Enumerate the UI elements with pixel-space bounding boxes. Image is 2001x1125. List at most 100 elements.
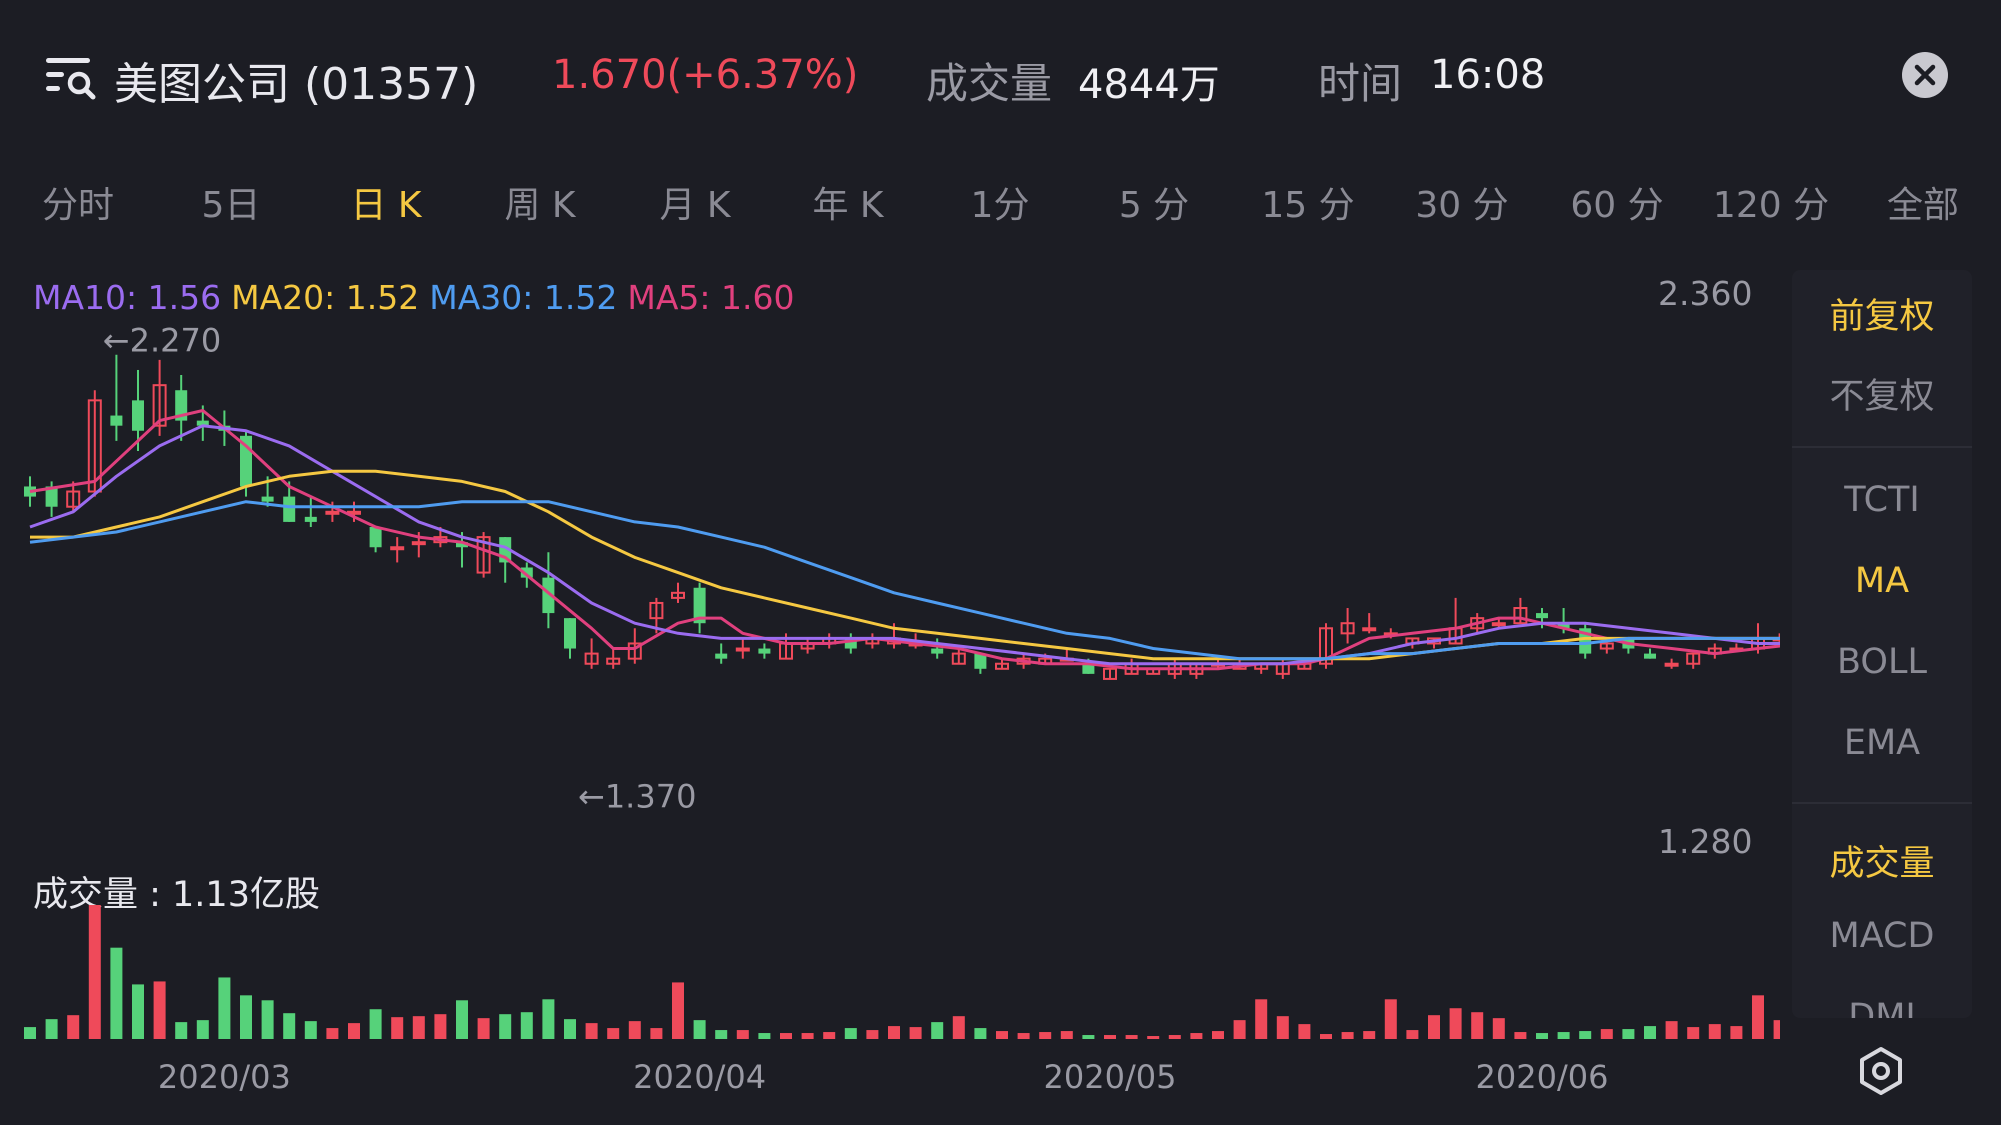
candle-body [369, 526, 382, 548]
extreme-annotation: ←1.370 [578, 777, 696, 815]
tab-0[interactable]: 分时 [41, 185, 115, 226]
candle-body [995, 662, 1009, 670]
volume-bar [218, 977, 231, 1039]
tab-6[interactable]: 1分 [970, 185, 1030, 226]
ma-legend: MA10: 1.56 MA20: 1.52 MA30: 1.52 MA5: 1.60 [33, 278, 805, 317]
volume-bar [1514, 1032, 1527, 1039]
side-divider [1792, 446, 1972, 448]
volume-bar [1471, 1012, 1484, 1039]
volume-bar [520, 1012, 533, 1039]
volume-bar [196, 1020, 209, 1039]
side-item-group2-1[interactable]: MA [1854, 561, 1910, 601]
candle-body [476, 536, 491, 574]
candle-body [390, 546, 405, 551]
candle-body [1536, 613, 1548, 619]
tab-1[interactable]: 5日 [201, 185, 261, 226]
tab-12[interactable]: 全部 [1886, 185, 1960, 226]
candle-body [261, 496, 274, 502]
side-item-group3-0[interactable]: 成交量 [1829, 844, 1935, 884]
side-item-group3-2[interactable]: DMI [1848, 997, 1916, 1018]
volume-bar [585, 1023, 598, 1039]
volume-bar [175, 1022, 188, 1039]
volume-bar [326, 1028, 339, 1039]
side-item-group1-0[interactable]: 前复权 [1829, 297, 1935, 337]
tab-8[interactable]: 15 分 [1261, 185, 1355, 226]
volume-title: 成交量 : 1.13亿股 [33, 875, 320, 915]
volume-bar [477, 1018, 490, 1039]
hexagon-settings-icon[interactable] [1856, 1046, 1906, 1096]
close-button[interactable] [1902, 52, 1948, 98]
volume-bar [24, 1027, 36, 1039]
tab-3[interactable]: 周 K [504, 185, 576, 226]
volume-bar [607, 1028, 620, 1039]
ma-legend-item-1: MA20: 1.52 [231, 278, 420, 317]
close-icon [1914, 64, 1936, 86]
volume-bar [1622, 1029, 1635, 1039]
candle-body [1644, 653, 1656, 659]
volume-bar [715, 1030, 728, 1039]
tab-11[interactable]: 120 分 [1712, 185, 1830, 226]
x-tick-label: 2020/06 [1476, 1058, 1609, 1096]
tab-10[interactable]: 60 分 [1570, 185, 1664, 226]
list-search-icon[interactable] [46, 56, 96, 100]
volume-bar [45, 1019, 58, 1039]
volume-bar [283, 1013, 296, 1039]
volume-bar [801, 1033, 814, 1039]
volume-bar [1125, 1035, 1138, 1039]
stock-name: 美图公司 (01357) [114, 59, 479, 110]
volume-bar [434, 1014, 447, 1039]
volume-bar [1082, 1035, 1095, 1039]
tab-2[interactable]: 日 K [350, 185, 422, 226]
extreme-annotation: ←2.270 [103, 322, 221, 360]
volume-bar [391, 1017, 404, 1039]
volume-bar [1536, 1033, 1548, 1039]
side-item-group2-3[interactable]: EMA [1843, 723, 1921, 763]
volume-bar [1298, 1024, 1311, 1039]
ma-line-ma5 [29, 409, 1780, 671]
tab-9[interactable]: 30 分 [1415, 185, 1509, 226]
tab-7[interactable]: 5 分 [1118, 185, 1190, 226]
volume-bar [456, 1000, 468, 1039]
tab-5[interactable]: 年 K [812, 185, 884, 226]
volume-bar [1060, 1031, 1073, 1039]
volume-bar [844, 1028, 857, 1039]
candle-body [649, 601, 664, 620]
volume-bar [952, 1016, 965, 1039]
volume-bar [1341, 1032, 1354, 1039]
volume-bar [304, 1021, 317, 1039]
volume-bar [1449, 1008, 1462, 1039]
candle-body [1491, 622, 1506, 627]
candle-body [542, 577, 555, 614]
volume-bar [261, 1000, 274, 1039]
candle-body [693, 587, 706, 624]
volume-bar [1104, 1035, 1116, 1039]
side-item-group1-1[interactable]: 不复权 [1829, 377, 1935, 417]
candle-body [456, 542, 468, 548]
volume-bar [1708, 1024, 1721, 1039]
volume-bar [110, 947, 123, 1039]
volume-bar [628, 1021, 641, 1039]
candle-body [283, 496, 296, 522]
volume-bar [1687, 1027, 1700, 1039]
volume-bar [909, 1027, 922, 1039]
candle-body [1557, 623, 1570, 629]
volume-bar [1644, 1026, 1656, 1039]
candle-body [45, 486, 58, 507]
ma-legend-item-3: MA5: 1.60 [627, 278, 795, 317]
side-item-group3-1[interactable]: MACD [1829, 916, 1935, 956]
tab-4[interactable]: 月 K [659, 185, 731, 226]
candle-body [758, 648, 771, 654]
candle-body [87, 399, 102, 493]
volume-bar [1190, 1033, 1203, 1039]
kline-chart[interactable]: ←2.270 ←1.370 2020/03 2020/04 2020/05 2020/06 [0, 0, 1780, 1125]
volume-bar [758, 1033, 771, 1039]
side-item-group2-0[interactable]: TCTI [1844, 480, 1920, 520]
volume-bar [153, 981, 166, 1039]
volume-bar [348, 1023, 360, 1039]
side-item-group2-2[interactable]: BOLL [1837, 642, 1927, 682]
volume-bar [693, 1020, 706, 1039]
volume-bar [564, 1019, 576, 1039]
candle-body [520, 567, 533, 578]
volume-bar [1168, 1035, 1181, 1039]
candle-body [584, 652, 599, 665]
